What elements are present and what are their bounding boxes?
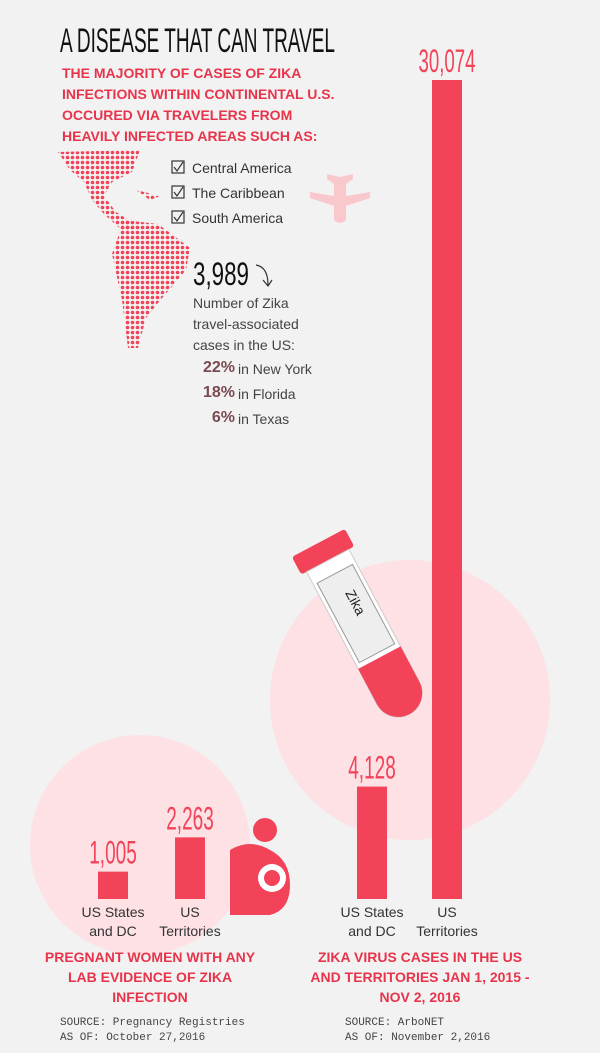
- x-tick-label: US Territories: [159, 904, 221, 939]
- chart-title: ZIKA VIRUS CASES IN THE US AND TERRITORI…: [310, 949, 530, 1005]
- place: in New York: [238, 361, 312, 377]
- place: in Florida: [238, 386, 296, 402]
- bar: [98, 871, 128, 899]
- source: SOURCE: Pregnancy Registries: [60, 1017, 245, 1029]
- bar: [432, 80, 462, 899]
- as-of: AS OF: October 27,2016: [60, 1032, 206, 1044]
- plane-icon: [310, 174, 370, 223]
- value-label: 30,074: [419, 43, 476, 79]
- source: SOURCE: ArboNET: [345, 1017, 445, 1029]
- share: 18%: [202, 384, 235, 401]
- travel-description: Number of Zika travel-associated cases i…: [193, 295, 299, 353]
- region: South America: [192, 210, 284, 226]
- x-tick-label: US Territories: [416, 904, 478, 939]
- value-label: 2,263: [166, 800, 214, 836]
- share: 6%: [211, 409, 235, 426]
- chart-title: PREGNANT WOMEN WITH ANY LAB EVIDENCE OF …: [44, 949, 256, 1005]
- value-label: 1,005: [89, 835, 137, 871]
- travel-total: 3,989: [193, 256, 249, 292]
- checkboxes: [171, 160, 185, 224]
- pregnant-icon: [230, 818, 290, 915]
- value-label: 4,128: [348, 750, 396, 786]
- bar: [357, 786, 387, 899]
- intro: THE MAJORITY OF CASES OF ZIKA INFECTIONS…: [62, 65, 335, 144]
- arrow: [255, 264, 273, 288]
- bg-circle: [30, 735, 250, 955]
- bar: [175, 837, 205, 899]
- x-tick-label: US States and DC: [81, 904, 145, 939]
- title: A DISEASE THAT CAN TRAVEL: [60, 22, 335, 60]
- region: Central America: [192, 160, 292, 176]
- map: [58, 150, 190, 348]
- place: in Texas: [238, 411, 290, 427]
- x-tick-label: US States and DC: [340, 904, 404, 939]
- as-of: AS OF: November 2,2016: [345, 1032, 491, 1044]
- share: 22%: [202, 359, 235, 376]
- region: The Caribbean: [192, 185, 285, 201]
- test-tube: Zika: [292, 529, 423, 718]
